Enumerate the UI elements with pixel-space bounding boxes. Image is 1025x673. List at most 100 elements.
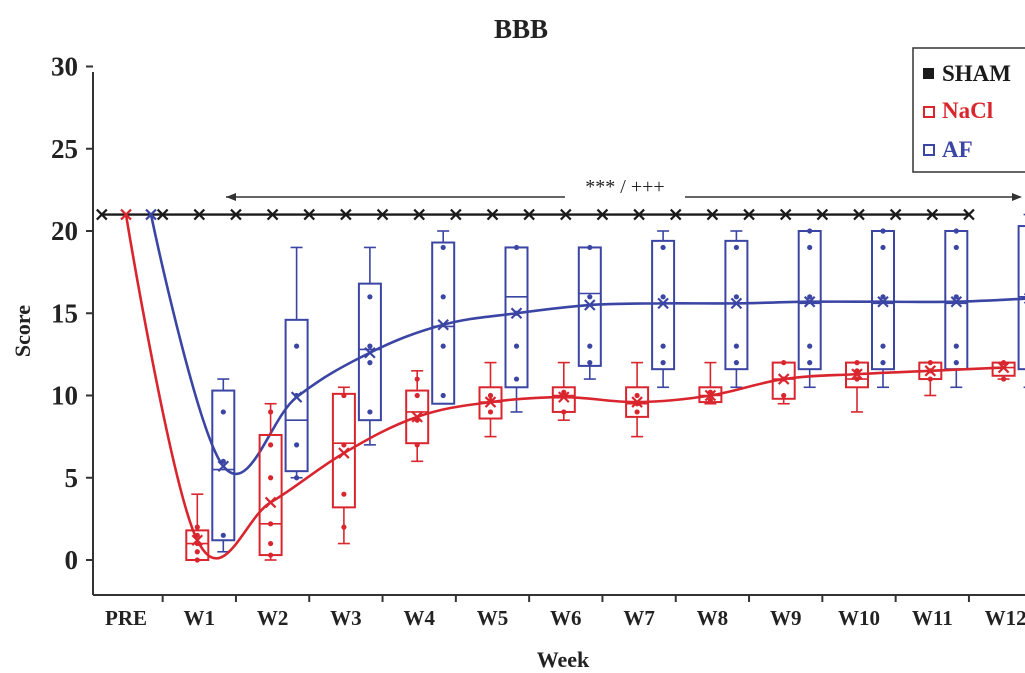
nacl-mean-marker <box>338 447 350 459</box>
x-ticks: PRE W1 W2 W3 W4 W5 W6 W7 W8 W9 W10 W11 W12 <box>105 595 1025 630</box>
significance-label: *** / +++ <box>585 176 664 198</box>
y-tick-label: 25 <box>51 134 78 164</box>
sham-mean-marker <box>816 208 829 221</box>
af-data-point <box>733 360 740 366</box>
af-data-point <box>440 244 446 251</box>
af-box <box>504 244 529 413</box>
significance-bracket: *** / +++ <box>226 176 1022 212</box>
nacl-mean-line <box>124 214 1004 560</box>
legend-nacl-label: NaCl <box>942 98 993 123</box>
sham-mean-marker <box>889 208 902 221</box>
sham-mean-marker <box>560 208 572 221</box>
nacl-data-point <box>634 409 640 415</box>
af-data-point <box>367 360 373 366</box>
af-data-point <box>294 442 300 448</box>
af-data-point <box>367 343 373 349</box>
af-data-point <box>660 294 666 300</box>
nacl-data-point <box>194 524 200 530</box>
sham-mean-marker <box>523 208 535 221</box>
nacl-box <box>991 360 1016 382</box>
nacl-mean-marker <box>777 373 790 385</box>
nacl-data-point <box>341 392 347 399</box>
sham-mean-marker <box>596 208 609 221</box>
af-mean-marker <box>217 460 230 473</box>
nacl-mean-marker <box>484 396 497 408</box>
sham-mean-marker <box>486 208 499 221</box>
sham-mean-marker <box>633 208 645 221</box>
af-data-point <box>294 475 300 481</box>
af-mean-marker <box>510 307 523 320</box>
nacl-data-point <box>707 397 714 404</box>
series-sham <box>96 208 975 221</box>
y-tick-label: 10 <box>51 381 78 411</box>
nacl-box-rect <box>331 392 356 509</box>
af-data-point <box>367 409 373 415</box>
nacl-data-point <box>561 409 567 415</box>
af-data-point <box>953 228 959 234</box>
nacl-data-point <box>561 389 567 395</box>
nacl-data-point <box>194 549 200 555</box>
af-data-point <box>807 228 813 234</box>
af-box-rect <box>504 246 529 389</box>
x-tick-label: W4 <box>403 606 435 630</box>
y-tick-label: 0 <box>65 545 79 575</box>
nacl-data-point <box>268 409 274 415</box>
nacl-data-point <box>781 360 787 366</box>
nacl-data-point <box>268 521 274 527</box>
x-tick-label: W6 <box>550 606 582 630</box>
nacl-data-point <box>487 392 494 399</box>
x-tick-label: W9 <box>770 606 802 630</box>
af-data-point <box>440 294 446 300</box>
af-box-rect <box>724 239 749 371</box>
af-box <box>577 244 602 380</box>
x-tick-label: W12 <box>985 606 1025 630</box>
af-mean-marker <box>437 318 449 331</box>
af-data-point <box>440 343 446 349</box>
nacl-box <box>331 386 356 545</box>
sham-mean-marker <box>96 208 108 221</box>
af-mean-marker <box>950 295 963 308</box>
af-data-point <box>587 244 593 251</box>
af-box-rect <box>357 282 382 422</box>
sham-mean-marker <box>853 208 865 221</box>
af-mean-marker <box>145 208 157 221</box>
sham-mean-marker <box>303 208 316 221</box>
sham-mean-marker <box>230 208 242 221</box>
af-mean-marker <box>877 295 889 308</box>
af-data-point <box>440 392 446 399</box>
nacl-data-point <box>854 376 860 382</box>
af-box-rect <box>651 239 676 371</box>
legend-nacl-swatch <box>923 106 935 118</box>
sham-mean-marker <box>926 208 939 221</box>
nacl-mean-marker <box>558 391 570 403</box>
af-data-point <box>513 343 520 349</box>
af-data-point <box>660 244 666 251</box>
sham-mean-marker <box>963 208 975 221</box>
af-data-point <box>807 294 813 300</box>
x-tick-label: W3 <box>330 606 362 630</box>
sham-mean-marker <box>376 208 389 221</box>
af-box <box>284 246 309 481</box>
y-tick-label: 15 <box>51 298 78 328</box>
legend-sham-label: SHAM <box>942 61 1011 86</box>
y-axis-label: Score <box>10 305 35 357</box>
nacl-data-point <box>341 491 347 497</box>
af-mean-marker <box>584 299 596 311</box>
nacl-box-rect <box>258 433 283 557</box>
af-box <box>944 228 969 389</box>
af-data-point <box>733 343 740 349</box>
af-data-point <box>880 294 886 300</box>
nacl-mean-marker <box>411 411 423 423</box>
af-data-point <box>880 228 886 234</box>
sham-mean-marker <box>193 208 206 221</box>
x-tick-label: W11 <box>912 606 953 630</box>
nacl-data-point <box>781 392 787 399</box>
af-data-point <box>733 294 740 300</box>
af-data-point <box>807 343 813 349</box>
x-tick-label: W1 <box>184 606 216 630</box>
af-box-rect <box>284 318 309 473</box>
af-box <box>211 378 236 553</box>
af-data-point <box>660 360 666 366</box>
x-tick-label: W2 <box>257 606 289 630</box>
nacl-data-point <box>341 524 347 530</box>
